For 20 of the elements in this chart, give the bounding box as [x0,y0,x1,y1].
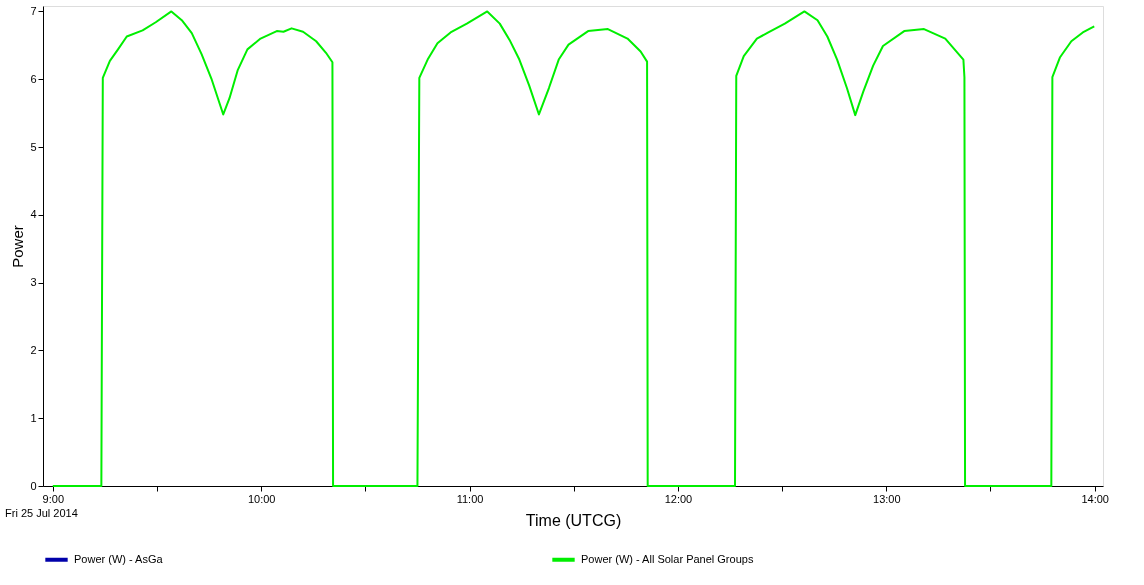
x-tick-label: 11:00 [456,492,484,505]
y-tick-label: 6 [30,72,37,85]
y-tick-label: 7 [30,4,37,17]
legend-label: Power (W) - AsGa [74,552,164,565]
x-tick-label: 9:00 [42,492,64,505]
line-series [51,10,1096,487]
text: Fri 25 Jul 2014 [5,507,78,519]
y-tick-label: 1 [30,411,37,424]
y-tick-label: 0 [30,479,37,492]
x-tick-label: 13:00 [873,492,901,505]
x-axis-title: Time (UTCG) [525,511,622,529]
y-tick-label: 5 [30,140,37,153]
x-tick-label: 14:00 [1081,492,1109,505]
y-tick-label: 4 [30,208,37,221]
x-tick-label: 10:00 [247,492,276,505]
y-tick-label: 2 [30,343,37,356]
y-tick-label: 3 [30,276,37,289]
x-tick-label: 12:00 [664,492,693,505]
y-axis-title: Power [9,225,27,268]
legend-label: Power (W) - All Solar Panel Groups [581,552,754,565]
